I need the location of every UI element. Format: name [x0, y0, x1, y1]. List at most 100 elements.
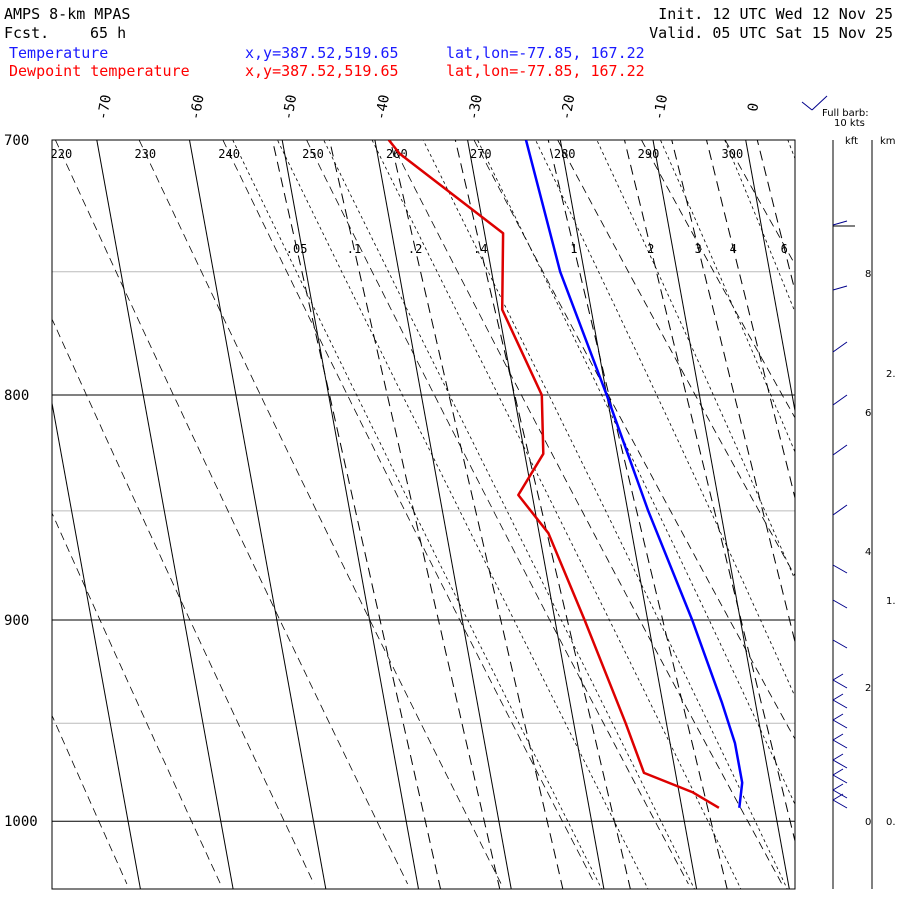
- isotherm-line: [652, 140, 790, 889]
- isotherm-line: [467, 140, 605, 889]
- dry-adiabat: [809, 140, 900, 884]
- mixing-ratio-labels: .05 .1 .2 .4 1 2 3 4 6: [286, 242, 788, 256]
- kft-tick-label: 2: [865, 683, 871, 694]
- wind-barb: [832, 564, 848, 574]
- wind-barb: [832, 679, 848, 689]
- dry-adiabat: [473, 140, 795, 740]
- mixing-ratio-line: [671, 140, 795, 644]
- temperature-profile: [524, 140, 744, 808]
- isotherm-label: 0: [745, 102, 762, 113]
- moist-adiabat: [232, 140, 603, 889]
- dry-adiabat: [306, 140, 689, 885]
- chart-header: AMPS 8-km MPAS Fcst. 65 h Init. 12 UTC W…: [4, 5, 893, 80]
- background-lines: [0, 140, 900, 889]
- moist-adiabat: [323, 140, 695, 889]
- dry-adiabat: [55, 140, 408, 885]
- moist-adiabat: [477, 140, 795, 806]
- theta-label: 290: [638, 147, 660, 161]
- wind-barb: [832, 504, 848, 516]
- pressure-axis-labels: 700 800 900 1000: [4, 133, 38, 830]
- isotherm-line: [189, 140, 327, 889]
- theta-label: 220: [51, 147, 73, 161]
- moist-adiabat: [371, 140, 742, 889]
- theta-label: 260: [386, 147, 408, 161]
- wind-barb-feather: [832, 768, 844, 776]
- isotherm-label: -30: [466, 93, 486, 121]
- model-title: AMPS 8-km MPAS: [4, 5, 130, 23]
- pressure-label: 700: [4, 133, 29, 149]
- mixing-ratio-label: 3: [695, 242, 702, 256]
- theta-label: 250: [302, 147, 324, 161]
- full-barb-icon: [811, 95, 828, 111]
- wind-barb: [832, 699, 848, 709]
- mixing-ratio-line: [389, 140, 564, 889]
- wind-barb: [832, 739, 848, 749]
- wind-barbs: [832, 220, 855, 809]
- mixing-ratio-line: [271, 140, 442, 889]
- moist-adiabat: [422, 140, 788, 889]
- mixing-ratio-label: 6: [781, 242, 788, 256]
- dry-adiabat: [138, 140, 502, 885]
- isotherm-line: [0, 140, 48, 889]
- wind-barb: [832, 444, 848, 456]
- moist-adiabat: [277, 140, 649, 889]
- wind-barb: [832, 799, 848, 809]
- isotherm-label: -60: [187, 93, 207, 121]
- wind-barb-feather: [832, 673, 844, 681]
- isotherm-line: [559, 140, 698, 889]
- dry-adiabat: [893, 140, 900, 884]
- wind-barb-feather: [832, 693, 844, 701]
- km-tick-label: 1.: [886, 596, 896, 607]
- kft-tick-label: 6: [865, 408, 871, 419]
- full-barb-units: 10 kts: [834, 118, 865, 129]
- mixing-ratio-label: .4: [473, 242, 487, 256]
- dry-adiabat: [52, 512, 221, 885]
- kft-tick-label: 4: [865, 547, 871, 558]
- wind-column: Full barb: 10 kts kft km 8 6 4 2 0 2. 1. 0.: [801, 95, 896, 889]
- mixing-ratio-line: [623, 140, 795, 844]
- isotherm-label: -20: [558, 93, 578, 121]
- init-time: Init. 12 UTC Wed 12 Nov 25: [658, 5, 893, 23]
- theta-label: 300: [722, 147, 744, 161]
- theta-label: 230: [134, 147, 156, 161]
- isotherm-label: -50: [280, 93, 300, 121]
- theta-label: 240: [218, 147, 240, 161]
- dry-adiabat: [557, 140, 795, 577]
- wind-barb: [832, 774, 848, 784]
- kft-tick-label: 8: [865, 269, 871, 280]
- mixing-ratio-label: 2: [647, 242, 654, 256]
- km-axis-label: km: [880, 136, 896, 147]
- moist-adiabat: [535, 140, 795, 698]
- isotherm-line: [96, 140, 234, 889]
- wind-barb: [832, 220, 848, 226]
- moist-adiabat: [660, 140, 795, 454]
- isotherm-labels: -70-60-50-40-30-20-10010: [95, 93, 763, 121]
- isotherm-line: [745, 140, 795, 414]
- mixing-ratio-label: 1: [570, 242, 577, 256]
- wind-barb-feather: [832, 783, 844, 791]
- isotherm-line: [52, 400, 141, 889]
- mixing-ratio-line: [328, 140, 501, 889]
- wind-barb: [832, 341, 848, 353]
- mixing-ratio-label: .2: [408, 242, 422, 256]
- wind-barb: [832, 285, 848, 291]
- mixing-ratio-line: [454, 140, 631, 889]
- wind-barb: [832, 394, 848, 406]
- pressure-label: 1000: [4, 814, 38, 830]
- dry-adiabat: [0, 140, 33, 884]
- isotherm-line: [374, 140, 512, 889]
- dry-adiabat: [389, 140, 783, 885]
- isotherm-label: -40: [373, 93, 393, 121]
- wind-barb-feather: [832, 713, 844, 721]
- km-tick-label: 2.: [886, 369, 896, 380]
- pressure-label: 800: [4, 388, 29, 404]
- isotherm-label: -70: [95, 93, 115, 121]
- legend-temperature: Temperature: [9, 44, 108, 62]
- height-ticks: 8 6 4 2 0 2. 1. 0.: [865, 269, 896, 828]
- wind-barb: [832, 639, 848, 649]
- temperature-xy: x,y=387.52,519.65: [245, 44, 399, 62]
- wind-barb-feather: [832, 793, 844, 801]
- theta-label: 270: [470, 147, 492, 161]
- pressure-label: 900: [4, 613, 29, 629]
